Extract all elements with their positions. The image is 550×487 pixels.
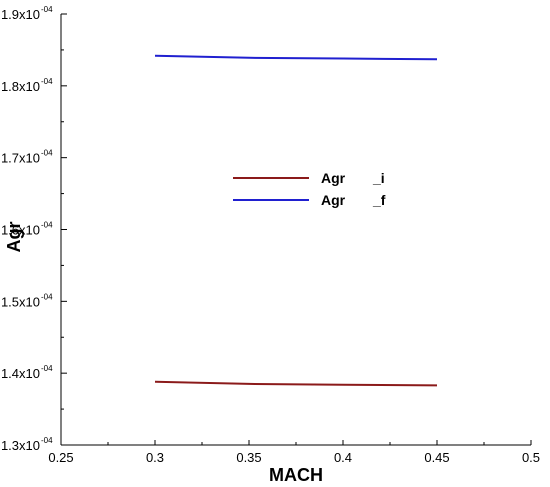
y-tick-exponent: -04 <box>41 436 53 445</box>
x-tick-label: 0.5 <box>522 450 540 465</box>
y-tick-label: 1.9x10 <box>1 7 40 22</box>
series-line-f <box>154 54 438 61</box>
axes <box>60 14 531 446</box>
y-tick-label: 1.5x10 <box>1 294 40 309</box>
y-tick-label: 1.4x10 <box>1 366 40 381</box>
legend: Agr _i Agr _f <box>233 170 386 208</box>
legend-suffix: _i <box>372 170 385 186</box>
legend-suffix: _f <box>372 192 386 208</box>
x-tick-label: 0.3 <box>146 450 164 465</box>
x-tick-label: 0.35 <box>236 450 261 465</box>
series-lines <box>154 54 438 387</box>
legend-label: Agr <box>321 170 346 186</box>
x-tick-label: 0.25 <box>48 450 73 465</box>
y-tick-label: 1.6x10 <box>1 223 40 238</box>
y-tick-exponent: -04 <box>41 149 53 158</box>
legend-label: Agr <box>321 192 346 208</box>
y-axis-title: Agr <box>4 222 24 253</box>
ticks: 0.25 0.3 0.35 0.4 0.45 0.51.3x10 -041.4x10 -041… <box>1 5 540 465</box>
x-tick-label: 0.4 <box>334 450 352 465</box>
y-tick-exponent: -04 <box>41 292 53 301</box>
x-tick-label: 0.45 <box>424 450 449 465</box>
y-tick-exponent: -04 <box>41 77 53 86</box>
y-tick-label: 1.8x10 <box>1 79 40 94</box>
y-tick-label: 1.3x10 <box>1 438 40 453</box>
y-tick-exponent: -04 <box>41 364 53 373</box>
y-tick-exponent: -04 <box>41 221 53 230</box>
y-tick-exponent: -04 <box>41 5 53 14</box>
y-tick-label: 1.7x10 <box>1 151 40 166</box>
series-line-i <box>154 380 438 387</box>
x-axis-title: MACH <box>269 465 323 485</box>
